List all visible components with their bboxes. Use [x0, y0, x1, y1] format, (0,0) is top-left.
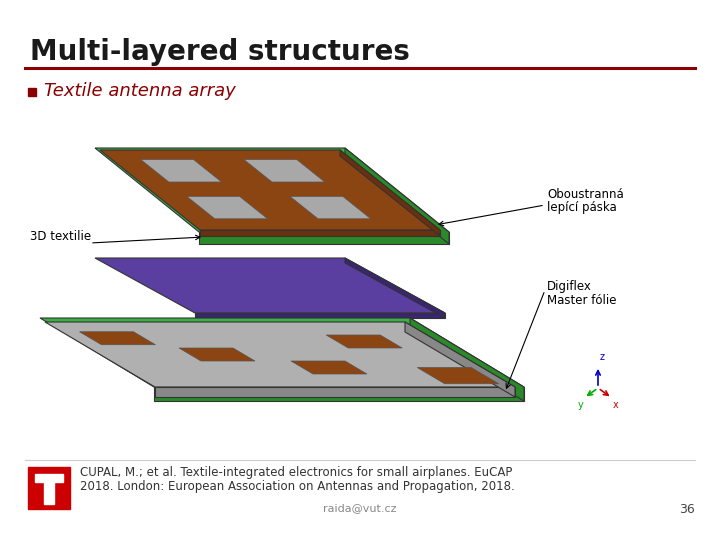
Polygon shape [95, 258, 445, 313]
Bar [44, 482, 54, 504]
Polygon shape [100, 150, 440, 230]
Polygon shape [45, 322, 515, 387]
Polygon shape [186, 197, 268, 219]
Polygon shape [79, 332, 156, 345]
Polygon shape [179, 348, 255, 361]
Text: z: z [600, 352, 605, 362]
Text: Multi-layered structures: Multi-layered structures [30, 38, 410, 66]
Text: 3D textilie: 3D textilie [30, 230, 91, 243]
Polygon shape [417, 368, 499, 384]
Bar [28, 467, 70, 509]
Text: Oboustranná: Oboustranná [547, 188, 624, 201]
Bar [28, 88, 36, 96]
Text: lepící páska: lepící páska [547, 201, 617, 214]
Text: 36: 36 [679, 503, 695, 516]
Polygon shape [141, 160, 222, 182]
Polygon shape [405, 322, 515, 397]
Polygon shape [200, 230, 440, 236]
Polygon shape [40, 318, 524, 387]
Text: CUPAL, M.; et al. Textile-integrated electronics for small airplanes. EuCAP: CUPAL, M.; et al. Textile-integrated ele… [80, 466, 513, 479]
Text: raida@vut.cz: raida@vut.cz [323, 503, 397, 513]
Polygon shape [95, 148, 449, 232]
Polygon shape [345, 258, 445, 318]
Polygon shape [340, 150, 440, 236]
Polygon shape [195, 313, 445, 318]
Polygon shape [155, 387, 515, 397]
Polygon shape [410, 318, 524, 401]
Text: Master fólie: Master fólie [547, 294, 616, 307]
Text: x: x [613, 400, 618, 410]
Polygon shape [291, 361, 367, 374]
Polygon shape [244, 160, 325, 182]
Bar [35, 474, 63, 482]
Polygon shape [199, 232, 449, 244]
Text: 2018. London: European Association on Antennas and Propagation, 2018.: 2018. London: European Association on An… [80, 480, 515, 493]
Polygon shape [326, 335, 402, 348]
Polygon shape [154, 387, 524, 401]
Polygon shape [345, 148, 449, 244]
Text: y: y [578, 400, 584, 410]
Text: Textile antenna array: Textile antenna array [44, 82, 235, 100]
Polygon shape [290, 197, 371, 219]
Text: Digiflex: Digiflex [547, 280, 592, 293]
